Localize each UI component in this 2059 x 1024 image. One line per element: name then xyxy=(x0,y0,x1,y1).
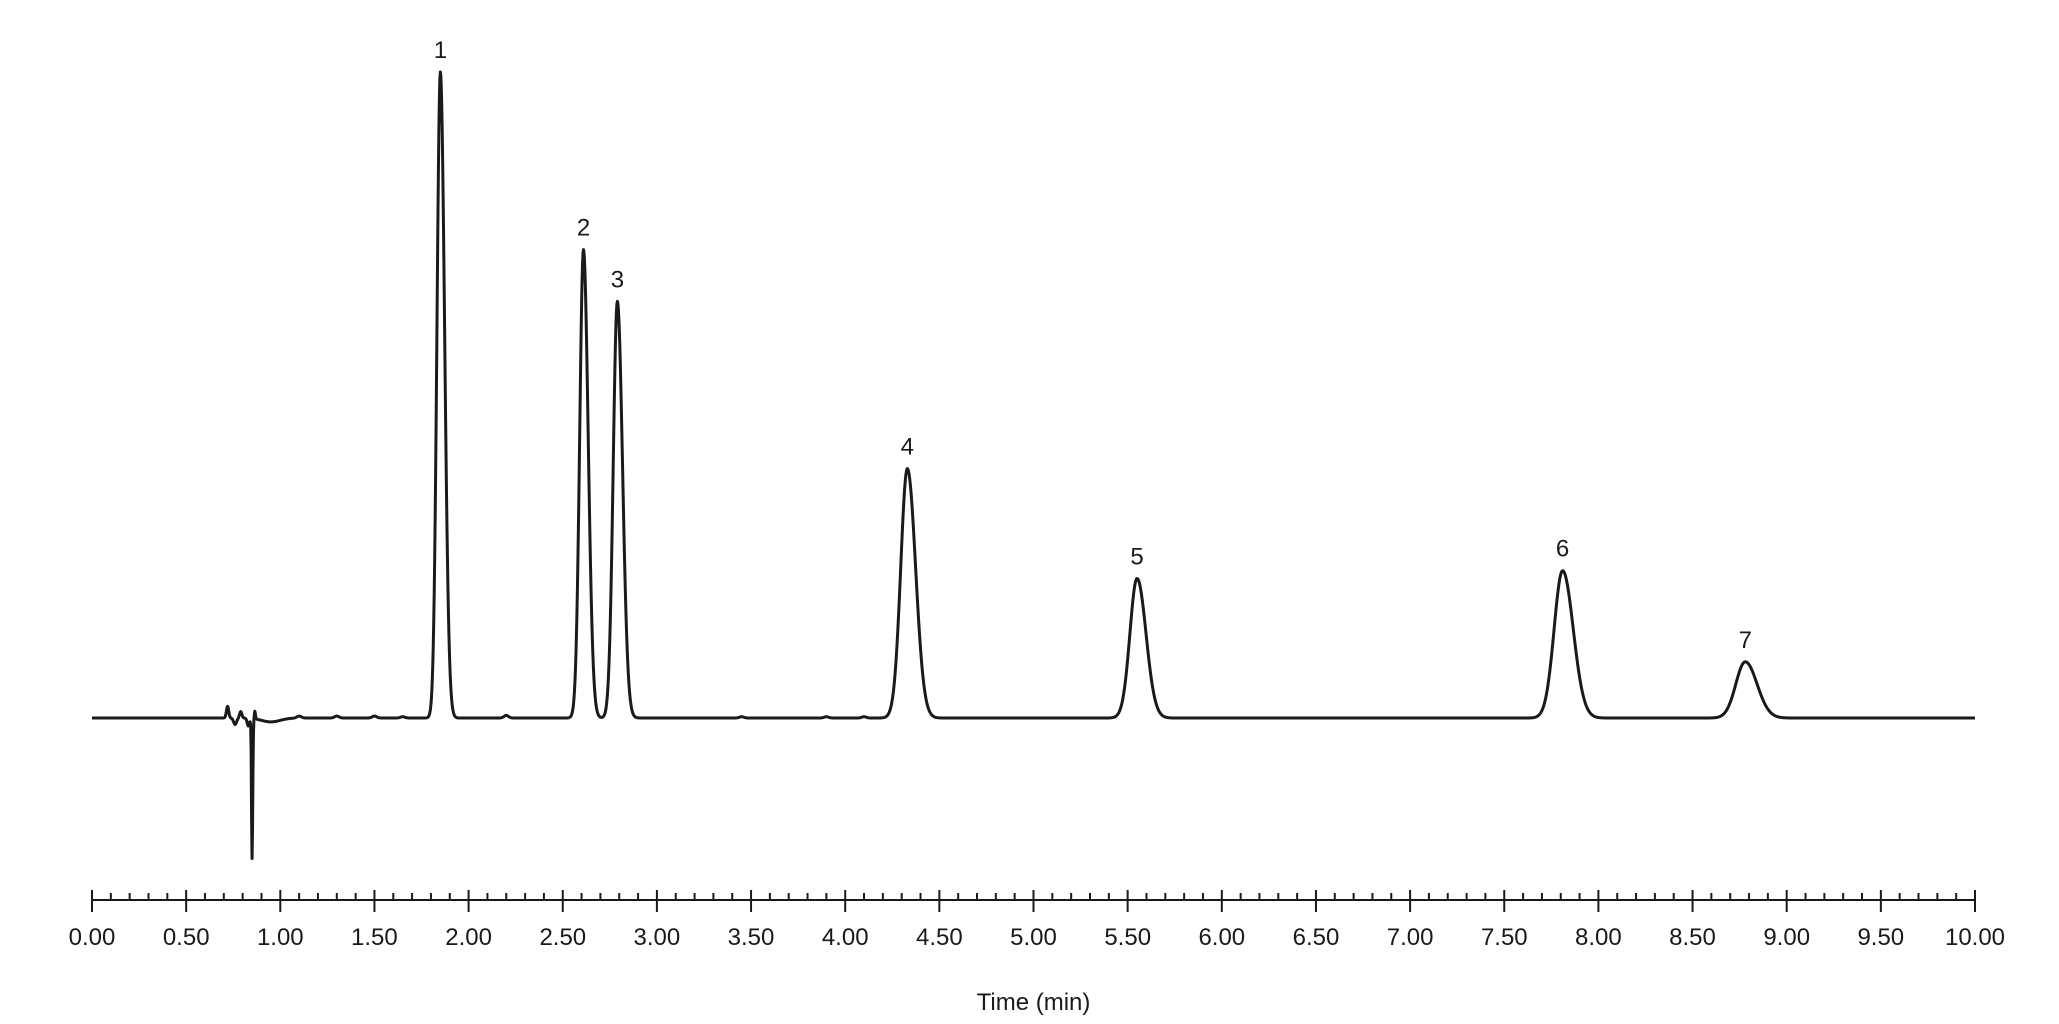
x-tick-label: 4.50 xyxy=(916,924,963,951)
x-tick-label: 10.00 xyxy=(1945,924,2005,951)
x-tick-label: 1.00 xyxy=(257,924,304,951)
peak-label: 2 xyxy=(577,215,590,242)
x-axis-title: Time (min) xyxy=(977,989,1091,1016)
x-tick-label: 8.50 xyxy=(1669,924,1716,951)
x-tick-label: 9.50 xyxy=(1857,924,1904,951)
trace-layer xyxy=(90,70,1977,861)
peak-label: 3 xyxy=(611,266,624,293)
peak-label: 6 xyxy=(1556,536,1569,563)
x-tick-label: 9.00 xyxy=(1763,924,1810,951)
x-tick-label: 3.00 xyxy=(634,924,681,951)
x-tick-label: 4.00 xyxy=(822,924,869,951)
x-tick-label: 3.50 xyxy=(728,924,775,951)
peak-label: 4 xyxy=(901,434,914,461)
x-tick-label: 8.00 xyxy=(1575,924,1622,951)
peak-label: 1 xyxy=(434,37,447,64)
x-tick-label: 7.00 xyxy=(1387,924,1434,951)
chromatogram-trace xyxy=(90,70,1977,861)
x-tick-label: 6.00 xyxy=(1198,924,1245,951)
x-tick-label: 5.00 xyxy=(1010,924,1057,951)
x-tick-label: 7.50 xyxy=(1481,924,1528,951)
x-tick-label: 1.50 xyxy=(351,924,398,951)
x-tick-label: 2.50 xyxy=(539,924,586,951)
x-axis: 0.00 0.50 1.00 1.50 2.00 2.50 3.00 3.50 4.00 4.50… xyxy=(69,890,2005,951)
x-tick-label: 0.50 xyxy=(163,924,210,951)
x-tick-label: 0.00 xyxy=(69,924,116,951)
x-tick-label: 2.00 xyxy=(445,924,492,951)
peak-label: 7 xyxy=(1739,627,1752,654)
x-tick-label: 5.50 xyxy=(1104,924,1151,951)
x-tick-label: 6.50 xyxy=(1293,924,1340,951)
peak-label: 5 xyxy=(1130,544,1143,571)
